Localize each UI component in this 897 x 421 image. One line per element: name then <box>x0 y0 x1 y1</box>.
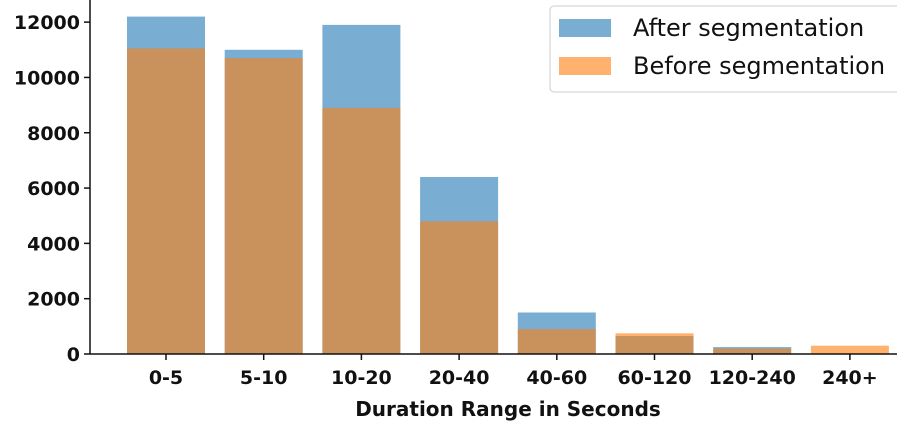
x-axis-label: Duration Range in Seconds <box>355 397 661 421</box>
legend-label-after: After segmentation <box>633 14 864 42</box>
bar-before-5 <box>615 333 694 354</box>
bar-before-1 <box>224 58 303 354</box>
legend-swatch-before <box>559 57 611 75</box>
x-tick-label: 120-240 <box>709 367 796 389</box>
y-tick-label: 12000 <box>14 12 80 34</box>
y-tick-label: 6000 <box>27 178 80 200</box>
x-tick-label: 60-120 <box>618 367 692 389</box>
bar-before-7 <box>810 345 889 354</box>
y-tick-label: 10000 <box>14 67 80 89</box>
y-tick-label: 8000 <box>27 123 80 145</box>
x-tick-label: 20-40 <box>429 367 490 389</box>
bar-before-0 <box>127 48 205 355</box>
x-tick-label: 40-60 <box>526 367 587 389</box>
bar-before-2 <box>322 107 401 355</box>
x-tick-label: 240+ <box>822 367 878 389</box>
y-tick-label: 0 <box>67 344 80 366</box>
x-tick-label: 0-5 <box>149 367 183 389</box>
bar-before-4 <box>517 329 596 354</box>
bar-before-6 <box>713 348 792 354</box>
x-tick-label: 5-10 <box>240 367 288 389</box>
bars <box>127 16 889 355</box>
legend-frame <box>549 5 897 93</box>
y-tick-label: 4000 <box>27 233 80 255</box>
y-tick-label: 2000 <box>27 289 80 311</box>
legend-label-before: Before segmentation <box>633 52 885 80</box>
legend-swatch-after <box>559 19 611 37</box>
axes <box>89 0 897 355</box>
x-tick-label: 10-20 <box>331 367 392 389</box>
x-ticks: 0-5 5-10 10-20 20-40 40-60 60-120 120-240 240+ <box>149 354 878 389</box>
y-ticks: 0 2000 4000 6000 8000 10000 12000 <box>14 12 90 366</box>
legend: After segmentation Before segmentation <box>549 5 897 93</box>
bar-before-3 <box>420 221 499 355</box>
